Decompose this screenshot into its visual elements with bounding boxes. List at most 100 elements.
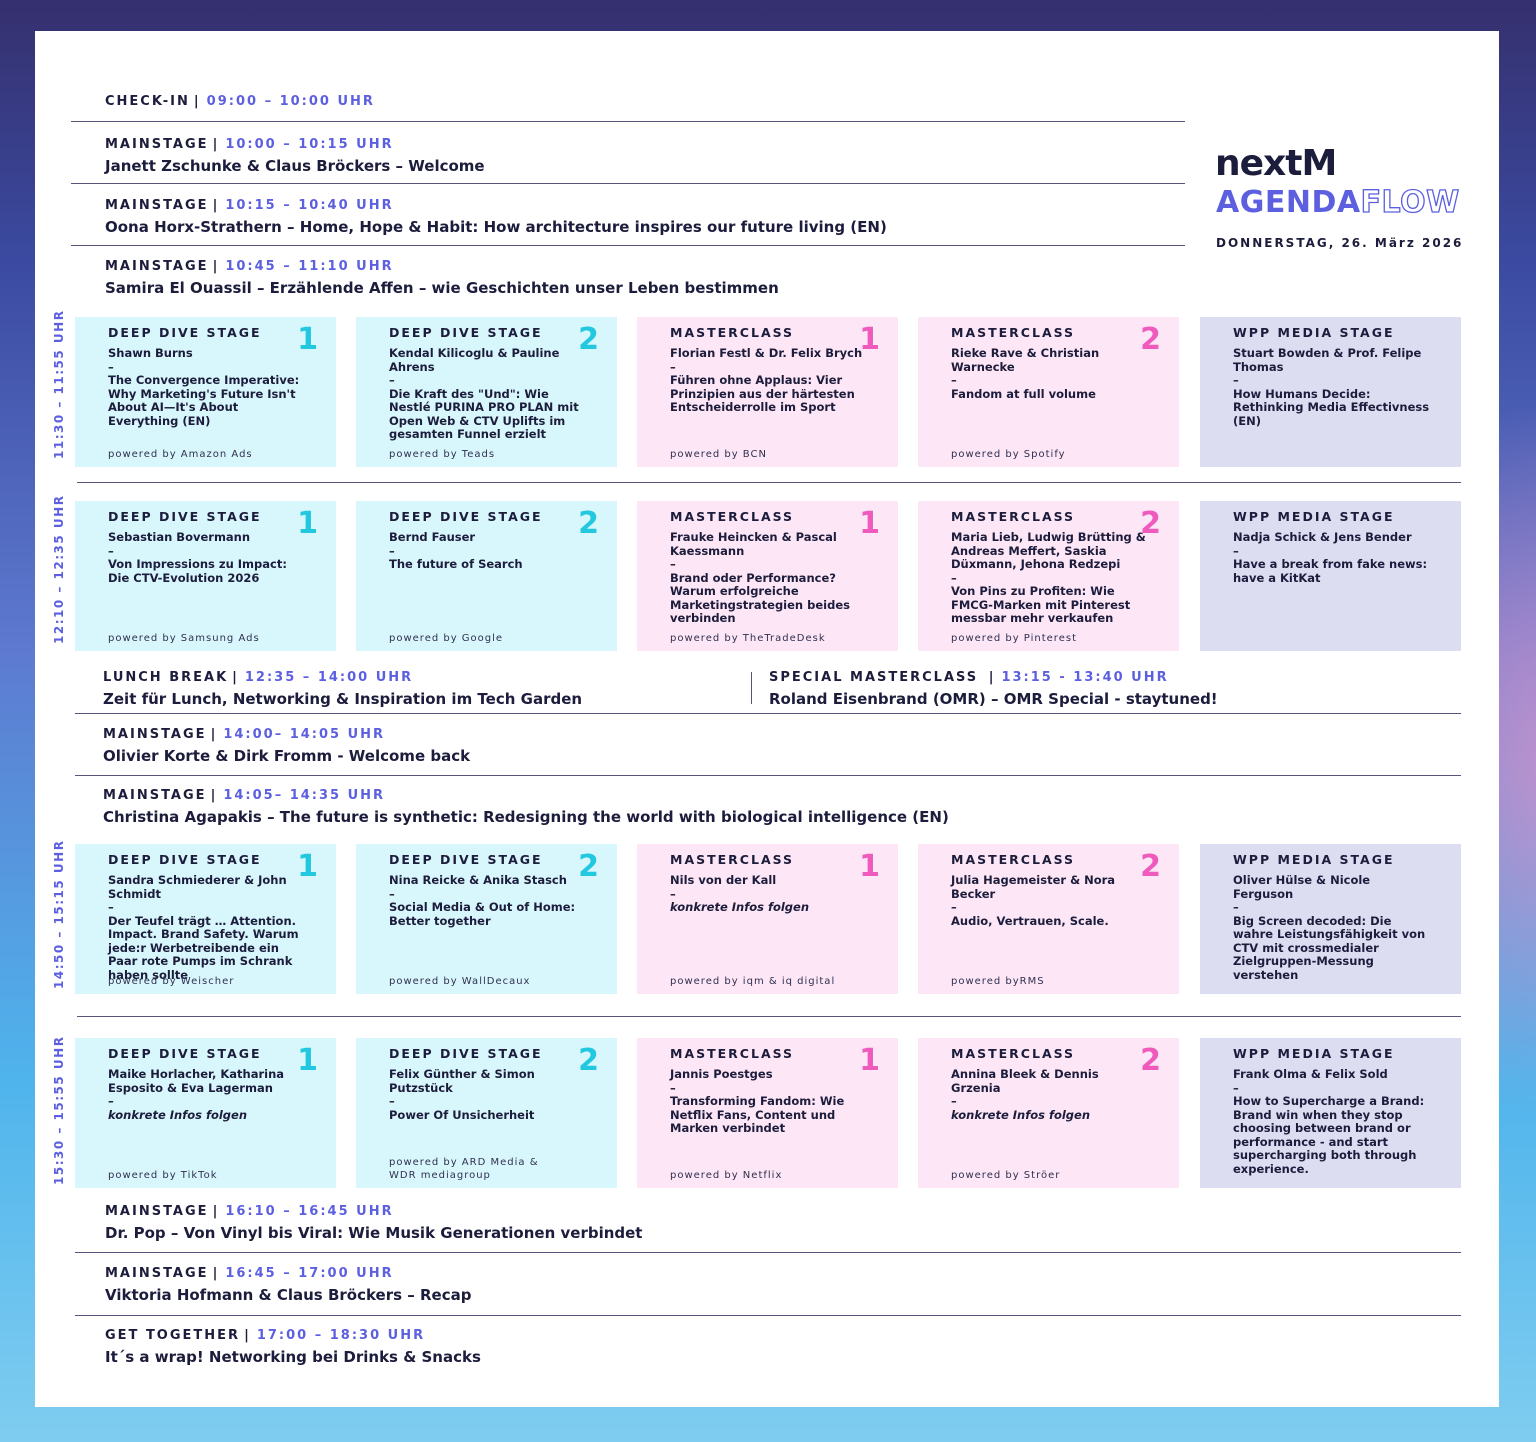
dash: – xyxy=(1233,373,1239,387)
session-card-deep-dive-2: DEEP DIVE STAGE 2 Nina Reicke & Anika Stas… xyxy=(356,844,617,994)
session-card-masterclass-1: MASTERCLASS 1 Frauke Heincken & Pascal Kae… xyxy=(637,501,898,651)
row-title: MAINSTAGE xyxy=(105,198,209,213)
speakers: Jannis Poestges xyxy=(670,1067,773,1081)
talk-title: Die Kraft des "Und": Wie Nestlé PURINA P… xyxy=(389,386,579,441)
divider xyxy=(77,1016,1461,1017)
stage-number: 1 xyxy=(859,322,880,357)
row-time: 16:45 – 17:00 UHR xyxy=(225,1266,394,1281)
speakers: Nina Reicke & Anika Stasch xyxy=(389,873,567,887)
session-card-wpp-media-stage: WPP MEDIA STAGE Oliver Hülse & Nicole Fer… xyxy=(1200,844,1461,994)
session-card-deep-dive-2: DEEP DIVE STAGE 2 Felix Günther & Simon Pu… xyxy=(356,1038,617,1188)
row-title: MAINSTAGE xyxy=(105,259,209,274)
stage-number: 1 xyxy=(859,849,880,884)
talk-title: The Convergence Imperative: Why Marketin… xyxy=(108,373,300,428)
sponsor-note: powered by TheTradeDesk xyxy=(670,633,826,644)
dash: – xyxy=(1233,543,1239,558)
speakers: Felix Günther & Simon Putzstück xyxy=(389,1067,535,1095)
speakers: Frank Olma & Felix Sold xyxy=(1233,1067,1388,1081)
talk-title: Transforming Fandom: Wie Netflix Fans, C… xyxy=(670,1094,845,1135)
row-time: 13:15 - 13:40 UHR xyxy=(1001,670,1169,685)
session-card-deep-dive-1: DEEP DIVE STAGE 1 Sandra Schmiederer & Joh… xyxy=(75,844,336,994)
stage-name: MASTERCLASS xyxy=(951,509,1076,524)
speakers: Julia Hagemeister & Nora Becker xyxy=(951,873,1116,901)
stage-name: MASTERCLASS xyxy=(670,1046,795,1061)
divider xyxy=(71,121,1185,122)
stage-number: 2 xyxy=(1140,322,1161,357)
session-body: Sandra Schmiederer & John Schmidt – Der Te… xyxy=(108,873,308,982)
stage-number: 2 xyxy=(578,506,599,541)
row-description: Olivier Korte & Dirk Fromm - Welcome bac… xyxy=(103,747,471,765)
row-title: MAINSTAGE xyxy=(103,727,207,742)
stage-name: MASTERCLASS xyxy=(670,509,795,524)
dash: – xyxy=(108,1094,114,1108)
speakers: Annina Bleek & Dennis Grzenia xyxy=(951,1067,1099,1095)
dash: – xyxy=(1233,900,1239,914)
sponsor-note: powered by iqm & iq digital xyxy=(670,976,836,987)
talk-title: Von Pins zu Profiten: Wie FMCG-Marken mi… xyxy=(951,584,1131,625)
session-body: Felix Günther & Simon Putzstück – Power Of… xyxy=(389,1067,589,1122)
dash: – xyxy=(108,359,114,374)
session-card-wpp-media-stage: WPP MEDIA STAGE Stuart Bowden & Prof. Fel… xyxy=(1200,317,1461,467)
session-card-wpp-media-stage: WPP MEDIA STAGE Frank Olma & Felix Sold – H… xyxy=(1200,1038,1461,1188)
sponsor-note: powered by TikTok xyxy=(108,1170,218,1181)
sponsor-note: powered by Netflix xyxy=(670,1170,783,1181)
session-card-deep-dive-1: DEEP DIVE STAGE 1 Shawn Burns – The Converge… xyxy=(75,317,336,467)
talk-title: konkrete Infos folgen xyxy=(670,900,810,914)
speakers: Nadja Schick & Jens Bender xyxy=(1233,530,1412,544)
row-title: CHECK-IN xyxy=(105,94,190,109)
session-body: Oliver Hülse & Nicole Ferguson – Big Scree… xyxy=(1233,873,1433,982)
talk-title: Der Teufel trägt … Attention. Impact. Br… xyxy=(108,913,299,982)
stage-name: WPP MEDIA STAGE xyxy=(1233,852,1395,867)
talk-title: Power Of Unsicherheit xyxy=(389,1107,535,1122)
talk-title: Audio, Vertrauen, Scale. xyxy=(951,913,1109,928)
session-body: Frauke Heincken & Pascal Kaessmann – Brand… xyxy=(670,530,870,626)
speakers: Sandra Schmiederer & John Schmidt xyxy=(108,873,287,901)
divider xyxy=(71,183,1185,184)
stage-name: DEEP DIVE STAGE xyxy=(108,509,262,524)
sponsor-note: powered by Google xyxy=(389,633,504,644)
speakers: Maria Lieb, Ludwig Brütting & Andreas Me… xyxy=(951,530,1146,571)
row-time: 17:00 – 18:30 UHR xyxy=(256,1328,426,1343)
agenda-word: AGENDA xyxy=(1216,185,1361,220)
talk-title: Von Impressions zu Impact: Die CTV-Evolu… xyxy=(108,557,287,585)
row-time: 12:35 – 14:00 UHR xyxy=(244,670,414,685)
dash: – xyxy=(389,886,395,901)
talk-title: Fandom at full volume xyxy=(951,386,1096,401)
session-card-deep-dive-2: DEEP DIVE STAGE 2 Kendal Kilicoglu & Pauli… xyxy=(356,317,617,467)
row-title: MAINSTAGE xyxy=(105,137,209,152)
stage-number: 1 xyxy=(297,849,318,884)
session-card-deep-dive-1: DEEP DIVE STAGE 1 Sebastian Bovermann – Von … xyxy=(75,501,336,651)
event-date: DONNERSTAG, 26. März 2026 xyxy=(1216,236,1464,250)
divider xyxy=(75,713,1461,714)
row-title: MAINSTAGE xyxy=(105,1266,209,1281)
block-time: 14:50 – 15:15 UHR xyxy=(52,839,66,989)
stage-name: WPP MEDIA STAGE xyxy=(1233,1046,1395,1061)
dash: – xyxy=(951,900,957,914)
flow-word: FLOW xyxy=(1360,184,1460,220)
session-body: Maike Horlacher, Katharina Esposito & Ev… xyxy=(108,1067,308,1122)
divider xyxy=(77,482,1461,483)
talk-title: Brand oder Performance? Warum erfolgreic… xyxy=(670,570,850,625)
session-body: Kendal Kilicoglu & Pauline Ahrens – Die Kr… xyxy=(389,346,589,442)
sponsor-note: powered by BCN xyxy=(670,449,767,460)
session-body: Nadja Schick & Jens Bender – Have a break … xyxy=(1233,530,1433,585)
session-card-masterclass-2: MASTERCLASS 2 Annina Bleek & Dennis Grzeni… xyxy=(918,1038,1179,1188)
session-card-deep-dive-1: DEEP DIVE STAGE 1 Maike Horlacher, Kathari… xyxy=(75,1038,336,1188)
sponsor-note: powered by WallDecaux xyxy=(389,976,531,987)
stage-name: DEEP DIVE STAGE xyxy=(389,852,543,867)
speakers: Kendal Kilicoglu & Pauline Ahrens xyxy=(389,346,560,374)
sponsor-note: powered by Teads xyxy=(389,449,496,460)
stage-name: DEEP DIVE STAGE xyxy=(108,325,262,340)
row-time: 14:05– 14:35 UHR xyxy=(223,788,386,803)
talk-title: Social Media & Out of Home: Better toget… xyxy=(389,900,576,928)
session-card-masterclass-2: MASTERCLASS 2 Rieke Rave & Christian Warne… xyxy=(918,317,1179,467)
dash: – xyxy=(1233,1080,1239,1095)
row-title: SPECIAL MASTERCLASS xyxy=(769,670,985,685)
vertical-divider xyxy=(751,672,752,704)
speakers: Nils von der Kall xyxy=(670,873,777,887)
session-body: Maria Lieb, Ludwig Brütting & Andreas Me… xyxy=(951,530,1151,626)
row-description: Roland Eisenbrand (OMR) – OMR Special - … xyxy=(769,690,1218,708)
session-body: Stuart Bowden & Prof. Felipe Thomas – How … xyxy=(1233,346,1433,428)
stage-name: MASTERCLASS xyxy=(951,1046,1076,1061)
speakers: Oliver Hülse & Nicole Ferguson xyxy=(1233,873,1371,901)
